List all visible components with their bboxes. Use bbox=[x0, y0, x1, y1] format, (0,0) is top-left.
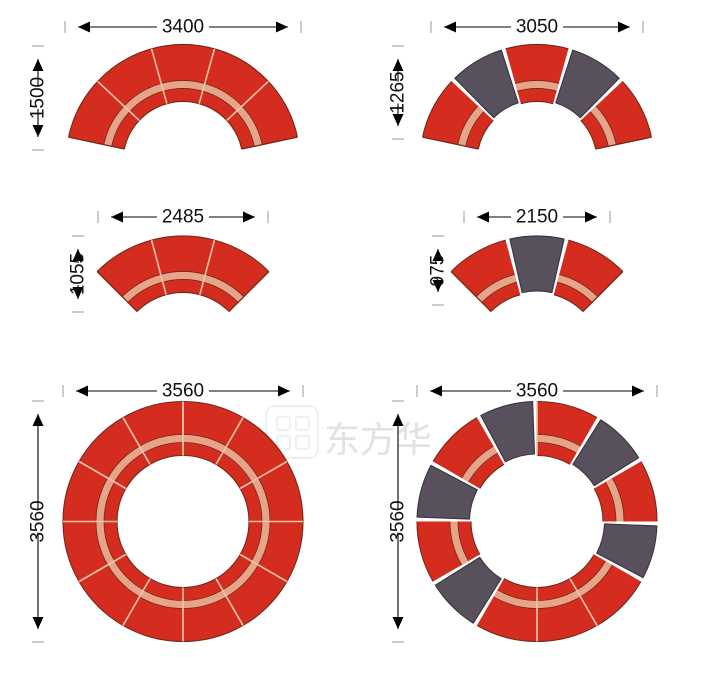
svg-text:1055: 1055 bbox=[68, 253, 89, 295]
svg-text:3560: 3560 bbox=[28, 500, 49, 542]
svg-text:3560: 3560 bbox=[388, 500, 409, 542]
svg-text:2485: 2485 bbox=[162, 207, 204, 228]
svg-text:975: 975 bbox=[428, 255, 449, 287]
svg-text:3560: 3560 bbox=[162, 381, 204, 402]
svg-text:3050: 3050 bbox=[516, 17, 558, 38]
svg-text:2150: 2150 bbox=[516, 207, 558, 228]
svg-text:东方华: 东方华 bbox=[324, 419, 432, 460]
svg-text:1500: 1500 bbox=[28, 77, 49, 119]
svg-text:3560: 3560 bbox=[516, 381, 558, 402]
svg-text:1265: 1265 bbox=[388, 71, 409, 113]
svg-text:3400: 3400 bbox=[162, 17, 204, 38]
